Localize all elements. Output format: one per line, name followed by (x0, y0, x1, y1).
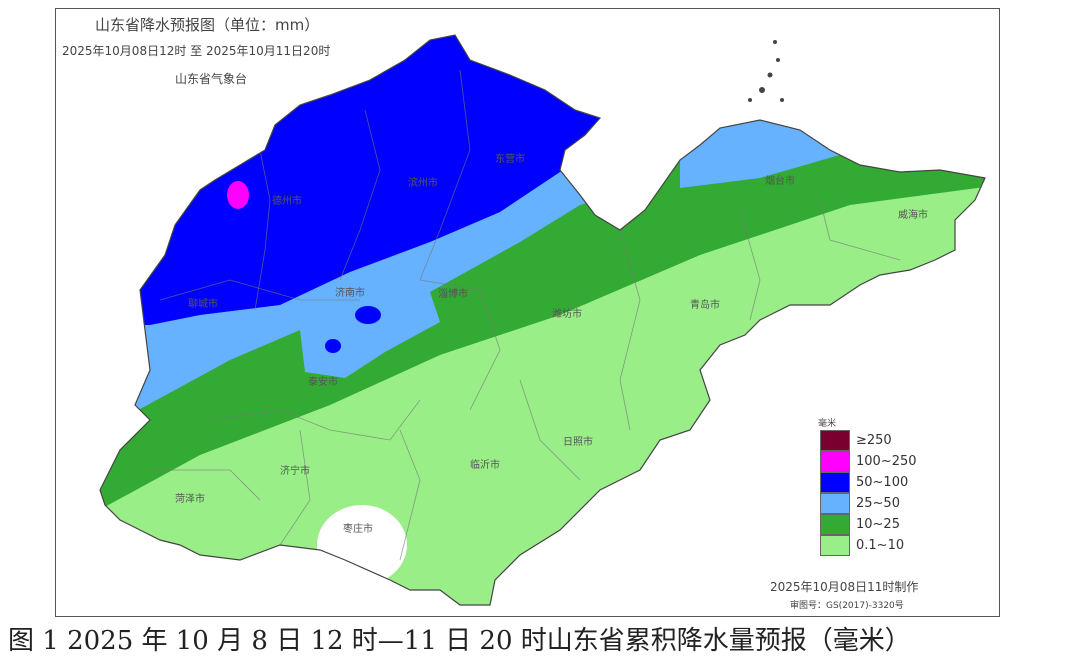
legend-item: ≥250 (820, 430, 917, 451)
zone-50-100-spot (355, 306, 381, 324)
legend-label: 10~25 (856, 517, 900, 532)
city-label: 滨州市 (408, 178, 438, 189)
city-label: 济宁市 (280, 466, 310, 477)
city-label: 威海市 (898, 210, 928, 221)
zone-100-250 (227, 181, 249, 209)
legend-swatch (820, 514, 850, 535)
legend-swatch (820, 493, 850, 514)
legend-item: 100~250 (820, 451, 917, 472)
forecast-period: 2025年10月08日12时 至 2025年10月11日20时 (62, 44, 331, 58)
legend-item: 10~25 (820, 514, 917, 535)
legend-item: 0.1~10 (820, 535, 917, 556)
city-label: 烟台市 (765, 176, 795, 187)
city-label: 淄博市 (438, 289, 468, 300)
legend-label: 25~50 (856, 496, 900, 511)
legend-label: 50~100 (856, 475, 909, 490)
city-label: 泰安市 (308, 377, 338, 388)
city-label: 青岛市 (690, 300, 720, 311)
map-frame (55, 8, 1000, 617)
legend: ≥250 100~250 50~100 25~50 10~25 0.1~10 (820, 430, 917, 556)
legend-swatch (820, 472, 850, 493)
city-label: 潍坊市 (552, 309, 582, 320)
legend-swatch (820, 430, 850, 451)
map-title: 山东省降水预报图（单位：mm） (95, 16, 320, 34)
legend-item: 25~50 (820, 493, 917, 514)
city-label: 日照市 (563, 437, 593, 448)
city-label: 德州市 (272, 196, 302, 207)
issuer: 山东省气象台 (175, 72, 248, 86)
zone-no-rain (317, 505, 407, 585)
islands (748, 40, 784, 102)
city-label: 济南市 (335, 288, 365, 299)
made-time: 2025年10月08日11时制作 (770, 580, 919, 594)
zone-50-100-spot (325, 339, 341, 353)
review-number: 审图号：GS(2017)-3320号 (790, 601, 904, 611)
city-label: 临沂市 (470, 460, 500, 471)
legend-unit: 毫米 (818, 419, 837, 429)
city-label: 枣庄市 (343, 524, 373, 535)
city-boundaries (150, 69, 901, 561)
figure-caption: 图 1 2025 年 10 月 8 日 12 时—11 日 20 时山东省累积降… (8, 626, 911, 656)
city-label: 菏泽市 (175, 494, 205, 505)
city-label: 东营市 (495, 154, 525, 165)
legend-swatch (820, 535, 850, 556)
legend-label: 0.1~10 (856, 538, 905, 553)
legend-label: ≥250 (856, 433, 892, 448)
province-outline (99, 34, 986, 606)
legend-label: 100~250 (856, 454, 917, 469)
legend-swatch (820, 451, 850, 472)
legend-item: 50~100 (820, 472, 917, 493)
city-label: 聊城市 (188, 299, 218, 310)
